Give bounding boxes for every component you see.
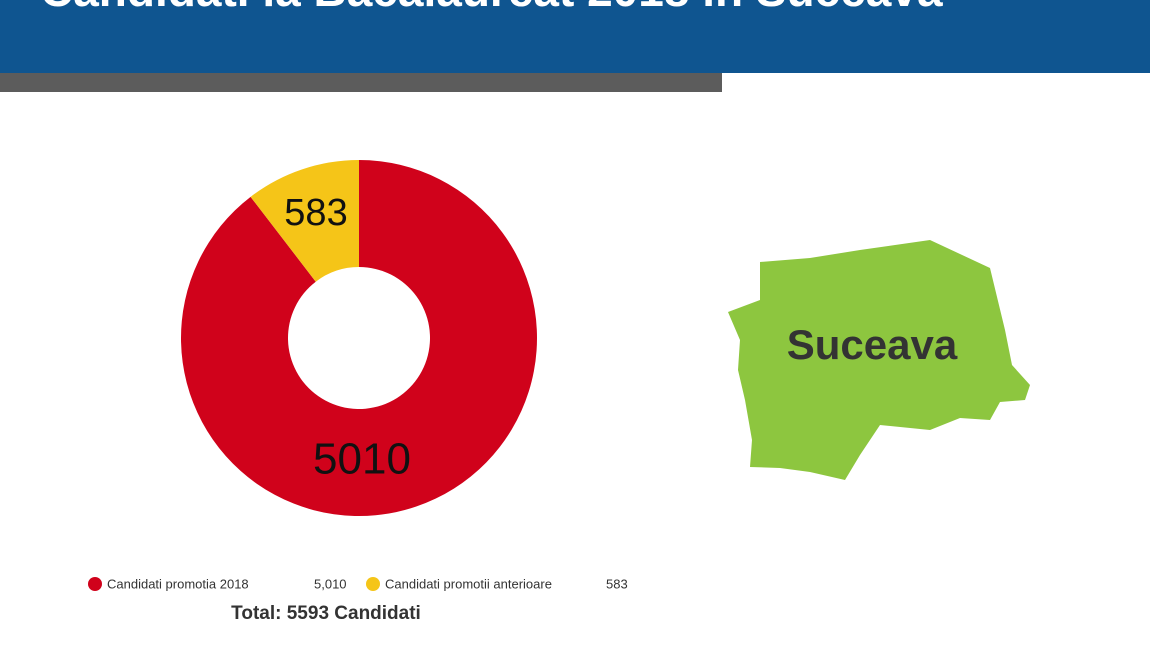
legend-swatch xyxy=(88,577,102,591)
header-bar xyxy=(0,0,1150,73)
donut-slice xyxy=(180,160,537,516)
header-underline xyxy=(0,73,722,92)
legend-label: Candidati promotii anterioare xyxy=(385,576,552,591)
legend-value: 583 xyxy=(606,576,628,591)
slice-label: 583 xyxy=(284,192,347,234)
legend-label: Candidati promotia 2018 xyxy=(107,576,249,591)
county-map xyxy=(728,240,1030,480)
header-title: Candidati la Bacalaureat 2018 in Suceava xyxy=(40,0,943,16)
donut-slice xyxy=(250,160,359,282)
map-label: Suceava xyxy=(787,321,958,368)
total-label: Total: 5593 Candidati xyxy=(231,603,421,624)
legend-value: 5,010 xyxy=(314,576,347,591)
legend-swatch xyxy=(366,577,380,591)
slice-label: 5010 xyxy=(313,435,411,484)
